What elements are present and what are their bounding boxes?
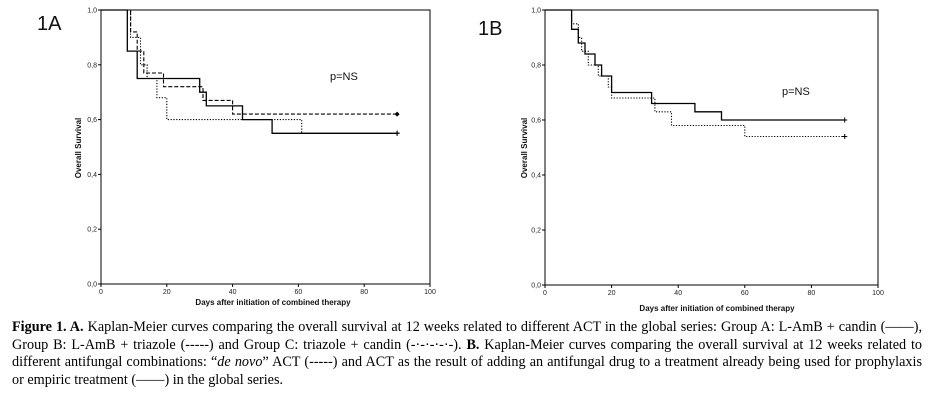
caption-text-b1: Kaplan-Meier curves comparing the overal…: [12, 336, 922, 371]
figure-caption: Figure 1. A. Kaplan-Meier curves compari…: [12, 319, 922, 389]
y-tick-label: 0,6: [87, 117, 97, 124]
annotation-1a: p=NS: [330, 71, 358, 83]
censor-marker: [842, 134, 848, 139]
panel-label-1a: 1A: [37, 13, 62, 35]
x-tick-label: 60: [295, 289, 303, 296]
x-tick-label: 100: [424, 289, 436, 296]
caption-text-italic: de novo: [217, 354, 263, 370]
censor-marker: [394, 130, 400, 136]
plot-frame-1a: [100, 9, 431, 285]
plot-frame-1b: [544, 9, 879, 286]
figure-plots: 1A 0,00,20,40,60,81,0 0 20 40 60 80 100 p=NS …: [37, 8, 884, 314]
caption-b-label: B.: [466, 336, 480, 353]
x-tick-label: 40: [674, 290, 682, 297]
y-tick-label: 0,8: [87, 62, 97, 69]
y-tick-label: 0,2: [531, 228, 541, 235]
x-tick-label: 20: [163, 289, 171, 296]
x-axis-title-1b: Days after initiation of combined therap…: [639, 304, 795, 313]
x-ticks-1b: 0 20 40 60 80 100: [543, 285, 884, 297]
y-tick-label: 0,8: [531, 63, 541, 70]
caption-text-b2: ” ACT (-----) and ACT as the result of a…: [12, 354, 922, 388]
y-ticks-1a: 0,0 0,2 0,4 0,6 0,8 1,0: [87, 8, 101, 289]
y-tick-label: 0,6: [531, 118, 541, 125]
censor-marker: [842, 117, 848, 123]
panel-1b: 1B 0,00,20,40,60,81,0 0 20 40 60 80 100 p=NS …: [478, 8, 884, 314]
censor-marker: [394, 111, 400, 117]
y-tick-label: 0,2: [87, 227, 97, 234]
x-tick-label: 80: [808, 290, 816, 297]
x-tick-label: 40: [229, 289, 237, 296]
survival-curve-solid: [101, 9, 398, 134]
x-tick-label: 0: [543, 290, 547, 297]
curves-1b: [545, 9, 848, 139]
y-tick-label: 0,4: [87, 172, 97, 179]
x-tick-label: 20: [608, 290, 616, 297]
survival-curve-dotted: [545, 9, 845, 138]
annotation-1b: p=NS: [782, 86, 810, 98]
x-tick-label: 80: [360, 289, 368, 296]
y-tick-label: 0,4: [531, 173, 541, 180]
caption-text-a: Kaplan-Meier curves comparing the overal…: [12, 319, 922, 353]
survival-curve-solid: [545, 9, 845, 121]
y-axis-title-1a: Overall Survival: [74, 118, 83, 178]
x-ticks-1a: 0 20 40 60 80 100: [99, 284, 436, 296]
y-tick-label: 0,0: [87, 282, 97, 289]
panel-1a: 1A 0,00,20,40,60,81,0 0 20 40 60 80 100 p=NS …: [37, 8, 436, 308]
x-tick-label: 0: [99, 289, 103, 296]
y-axis-title-1b: Overall Survival: [520, 118, 529, 178]
y-tick-label: 1,0: [531, 8, 541, 15]
survival-curve-dashed: [101, 9, 398, 115]
caption-figure-label: Figure 1. A.: [12, 319, 84, 335]
x-tick-label: 60: [741, 290, 749, 297]
x-tick-label: 100: [872, 290, 884, 297]
y-ticks-1b: 0,0 0,2 0,4 0,6 0,8 1,0: [531, 8, 545, 290]
curves-1a: [101, 9, 400, 136]
panel-label-1b: 1B: [478, 18, 502, 40]
x-axis-title-1a: Days after initiation of combined therap…: [195, 298, 351, 307]
y-tick-label: 1,0: [87, 8, 97, 15]
y-tick-label: 0,0: [531, 283, 541, 290]
